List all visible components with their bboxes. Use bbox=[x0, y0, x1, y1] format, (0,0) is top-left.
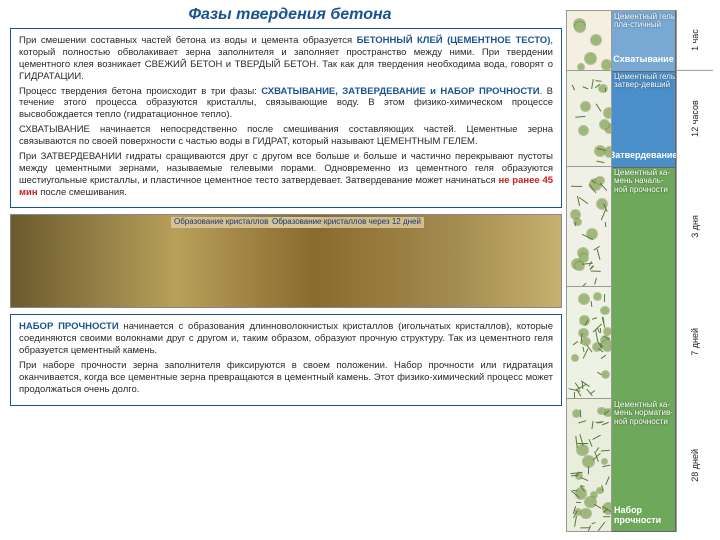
crystal-photos: Образование кристаллов через 1 день Обра… bbox=[10, 214, 562, 308]
micro-cell-4 bbox=[566, 399, 612, 532]
b1a: НАБОР ПРОЧНОСТИ bbox=[19, 321, 119, 332]
cell-caption-0: Цементный гель пла-стичный bbox=[614, 13, 676, 30]
cell-caption-1: Цементный гель затвер-девший bbox=[614, 73, 676, 90]
time-cell-3: 7 дней bbox=[677, 286, 713, 398]
time-column: 1 час12 часов3 дня7 дней28 дней bbox=[676, 10, 713, 532]
hardening-diagram: СхватываниеЗатвердеваниеНабор прочности1… bbox=[566, 10, 714, 532]
p4c: после смешивания. bbox=[38, 187, 127, 198]
p1b: БЕТОННЫЙ КЛЕЙ (ЦЕМЕНТНОЕ ТЕСТО) bbox=[357, 35, 551, 46]
stage-2: Набор прочности bbox=[612, 168, 676, 532]
para-3: СХВАТЫВАНИЕ начинается непосредственно п… bbox=[19, 124, 553, 148]
p2a: Процесс твердения бетона происходит в тр… bbox=[19, 86, 261, 97]
cell-caption-2: Цементный ка-мень началь-ной прочности bbox=[614, 169, 676, 194]
para-2: Процесс твердения бетона происходит в тр… bbox=[19, 86, 553, 122]
bottom-text: НАБОР ПРОЧНОСТИ начинается с образования… bbox=[10, 314, 562, 405]
time-cell-0: 1 час bbox=[677, 10, 713, 71]
page-title: Фазы твердения бетона bbox=[80, 0, 500, 28]
bpara-2: При наборе прочности зерна заполнителя ф… bbox=[19, 360, 553, 396]
time-cell-1: 12 часов bbox=[677, 71, 713, 167]
micro-cell-2 bbox=[566, 167, 612, 287]
time-cell-4: 28 дней bbox=[677, 398, 713, 532]
time-cell-2: 3 дня bbox=[677, 167, 713, 287]
micro-cell-3 bbox=[566, 287, 612, 399]
micro-cell-0 bbox=[566, 10, 612, 71]
micro-column bbox=[566, 10, 612, 532]
p1a: При смешении составных частей бетона из … bbox=[19, 35, 357, 46]
para-1: При смешении составных частей бетона из … bbox=[19, 35, 553, 83]
p2b: СХВАТЫВАНИЕ, ЗАТВЕРДЕВАНИЕ и НАБОР ПРОЧН… bbox=[261, 86, 539, 97]
photo-label-2: Образование кристаллов через 12 дней bbox=[269, 217, 424, 228]
main-text: При смешении составных частей бетона из … bbox=[10, 28, 562, 208]
para-4: При ЗАТВЕРДЕВАНИИ гидраты сращиваются др… bbox=[19, 151, 553, 199]
bpara-1: НАБОР ПРОЧНОСТИ начинается с образования… bbox=[19, 321, 553, 357]
cell-caption-4: Цементный ка-мень норматив-ной прочности bbox=[614, 401, 676, 426]
p4a: При ЗАТВЕРДЕВАНИИ гидраты сращиваются др… bbox=[19, 151, 553, 186]
micro-cell-1 bbox=[566, 71, 612, 167]
